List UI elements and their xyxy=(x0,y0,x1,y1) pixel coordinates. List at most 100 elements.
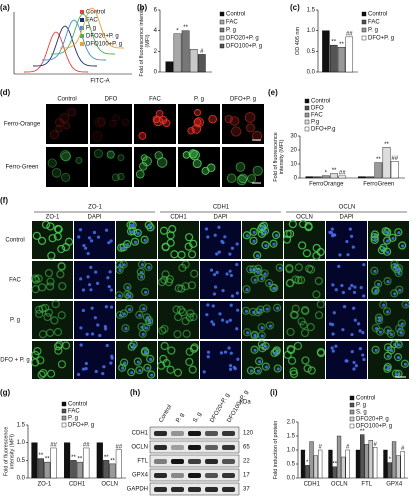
junction-stain xyxy=(57,311,66,320)
legend-swatch xyxy=(80,26,84,30)
nucleus xyxy=(253,278,257,282)
nucleus xyxy=(352,360,356,365)
nucleus xyxy=(212,272,217,277)
micrograph xyxy=(178,104,220,144)
junction-stain xyxy=(383,247,392,256)
nucleus xyxy=(338,253,342,257)
nucleus xyxy=(81,308,85,313)
legend-swatch xyxy=(361,19,367,25)
junction-stain xyxy=(127,342,136,351)
cell xyxy=(61,172,71,182)
bar xyxy=(173,33,182,73)
nucleus xyxy=(340,283,344,288)
legend-swatch xyxy=(61,401,67,407)
nucleus xyxy=(265,307,269,311)
nucleus xyxy=(352,306,356,310)
nucleus xyxy=(397,231,401,235)
junction-stain xyxy=(147,370,156,379)
junction-stain xyxy=(53,327,63,337)
junction-stain xyxy=(41,220,51,229)
legend-label: FAC xyxy=(86,18,98,24)
cell xyxy=(63,122,71,130)
lane-label: Control xyxy=(158,404,173,424)
legend-label: DFO+P. g xyxy=(68,423,94,429)
junction-stain xyxy=(395,324,404,333)
nucleus xyxy=(228,318,232,322)
junction-stain xyxy=(386,329,396,339)
y-tick-label: 0.5 xyxy=(307,49,316,55)
junction-stain xyxy=(273,364,282,373)
nucleus xyxy=(404,303,408,307)
significance-mark: ** xyxy=(331,40,336,46)
cell xyxy=(139,162,148,171)
row-label: DFO + P. g xyxy=(0,358,29,364)
protein-label: FTL xyxy=(137,459,148,465)
junction-stain xyxy=(51,300,60,309)
junction-stain xyxy=(287,345,296,355)
nucleus xyxy=(215,270,219,275)
junction-stain xyxy=(285,263,294,273)
nucleus xyxy=(125,242,130,247)
nucleus xyxy=(147,265,151,270)
legend-label: DFO20+P. g xyxy=(86,34,119,40)
nucleus xyxy=(274,233,279,238)
nucleus xyxy=(124,327,128,331)
nucleus xyxy=(361,353,365,357)
column-label: DFO+P. g xyxy=(230,97,256,103)
junction-stain xyxy=(314,311,324,320)
junction-stain xyxy=(142,313,152,322)
nucleus xyxy=(353,285,357,289)
lane-label: DFO100+P. g xyxy=(226,390,249,424)
junction-stain xyxy=(261,362,270,371)
y-tick-label: 0.0 xyxy=(307,70,316,76)
nucleus xyxy=(393,262,397,267)
nucleus xyxy=(332,311,336,315)
junction-stain xyxy=(50,316,59,325)
nucleus xyxy=(87,236,92,240)
cell xyxy=(51,168,62,178)
significance-mark: # xyxy=(373,442,377,448)
legend-label: P. g xyxy=(68,416,78,422)
nucleus xyxy=(361,331,365,335)
junction-stain xyxy=(256,305,265,314)
junction-stain xyxy=(31,350,40,359)
legend-swatch xyxy=(219,19,225,25)
nucleus xyxy=(219,351,224,355)
x-tick-label: FerroOrange xyxy=(309,182,344,188)
bar xyxy=(321,175,330,179)
column-label: Control xyxy=(57,97,76,103)
cell xyxy=(155,109,164,118)
nucleus xyxy=(102,365,106,369)
junction-stain xyxy=(119,309,129,318)
y-tick-label: 1.0 xyxy=(17,440,26,446)
junction-stain xyxy=(122,239,132,249)
bar xyxy=(189,49,198,73)
nucleus xyxy=(393,292,397,296)
nucleus xyxy=(353,318,357,322)
histogram-curve xyxy=(60,7,124,49)
junction-stain xyxy=(126,227,136,236)
nucleus xyxy=(206,303,210,307)
band xyxy=(205,473,218,478)
junction-stain xyxy=(371,345,380,354)
junction-stain xyxy=(57,360,67,369)
micrograph xyxy=(326,261,367,299)
junction-stain xyxy=(400,359,409,368)
nucleus xyxy=(398,288,402,292)
junction-stain xyxy=(133,357,142,366)
nucleus xyxy=(89,265,93,269)
cell xyxy=(140,154,148,162)
junction-stain xyxy=(189,312,198,322)
nucleus xyxy=(215,252,219,256)
nucleus xyxy=(228,364,233,368)
junction-stain xyxy=(57,262,66,271)
junction-stain xyxy=(289,369,299,379)
significance-mark: ** xyxy=(78,457,83,463)
nucleus xyxy=(395,268,399,272)
junction-stain xyxy=(394,228,403,237)
legend-swatch xyxy=(61,422,67,428)
y-tick-label: 30 xyxy=(290,134,297,140)
nucleus xyxy=(147,223,151,228)
nucleus xyxy=(229,303,233,307)
